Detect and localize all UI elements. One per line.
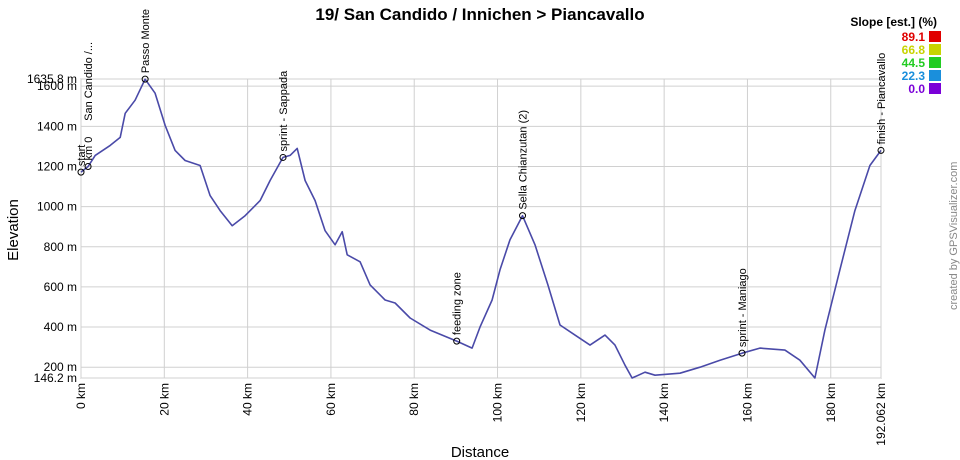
waypoint-label: start [76,145,88,166]
y-tick-label: 1200 m [37,159,77,173]
y-tick-label: 600 m [44,280,77,294]
x-tick-label: 160 km [740,383,754,422]
plot-area [80,78,882,379]
y-tick-label: 800 m [44,240,77,254]
waypoint-label: finish - Piancavallo [876,53,888,145]
waypoint [453,337,461,345]
credit: created by GPSVisualizer.com [948,162,960,310]
x-tick-label: 40 km [241,383,255,416]
x-tick-label: 180 km [824,383,838,422]
x-tick-label: 100 km [491,383,505,422]
y-tick-label: 1400 m [37,119,77,133]
waypoint-label: sprint - Maniago [737,268,749,347]
waypoint [279,153,287,161]
legend-swatch [929,83,941,94]
waypoint [141,75,149,83]
y-tick-label: 200 m [44,360,77,374]
legend-swatch [929,57,941,68]
legend-swatch [929,70,941,81]
legend-swatch [929,31,941,42]
waypoint [877,146,885,154]
waypoint-label: Passo Monte [140,9,152,73]
x-axis-title: Distance [451,444,509,460]
legend-label: 66.8 [902,43,926,57]
legend-swatch [929,44,941,55]
waypoint [738,349,746,357]
x-tick-label: 192.062 km [874,383,888,446]
x-tick-label: 60 km [324,383,338,416]
x-tick-label: 80 km [407,383,421,416]
waypoint-label: San Candido /... [83,42,95,121]
x-tick-label: 0 km [74,383,88,409]
waypoint-label: Sella Chianzutan (2) [518,110,530,210]
y-tick-label: 1600 m [37,79,77,93]
x-tick-label: 140 km [657,383,671,422]
legend-title: Slope [est.] (%) [850,15,937,29]
waypoint [519,212,527,220]
y-axis-title: Elevation [5,199,22,261]
y-tick-label: 1635.8 m [27,72,77,86]
legend-label: 22.3 [902,69,926,83]
waypoint [77,168,85,176]
x-tick-label: 20 km [157,383,171,416]
waypoint-label: sprint - Sappada [278,70,290,152]
x-tick-label: 120 km [574,383,588,422]
legend-label: 44.5 [902,56,926,70]
y-tick-label: 1000 m [37,200,77,214]
waypoint-label: feeding zone [452,272,464,335]
elevation-line [80,78,882,379]
chart-title: 19/ San Candido / Innichen > Piancavallo [315,5,644,24]
y-tick-label: 146.2 m [34,371,77,385]
y-tick-label: 400 m [44,320,77,334]
waypoint [84,162,92,170]
legend-label: 89.1 [902,30,926,44]
waypoint-label: km 0 [83,137,95,161]
legend-label: 0.0 [908,82,925,96]
